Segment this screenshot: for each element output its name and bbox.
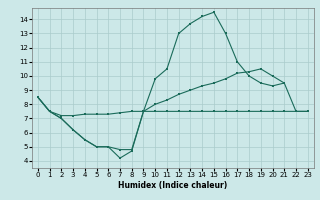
X-axis label: Humidex (Indice chaleur): Humidex (Indice chaleur) [118, 181, 228, 190]
